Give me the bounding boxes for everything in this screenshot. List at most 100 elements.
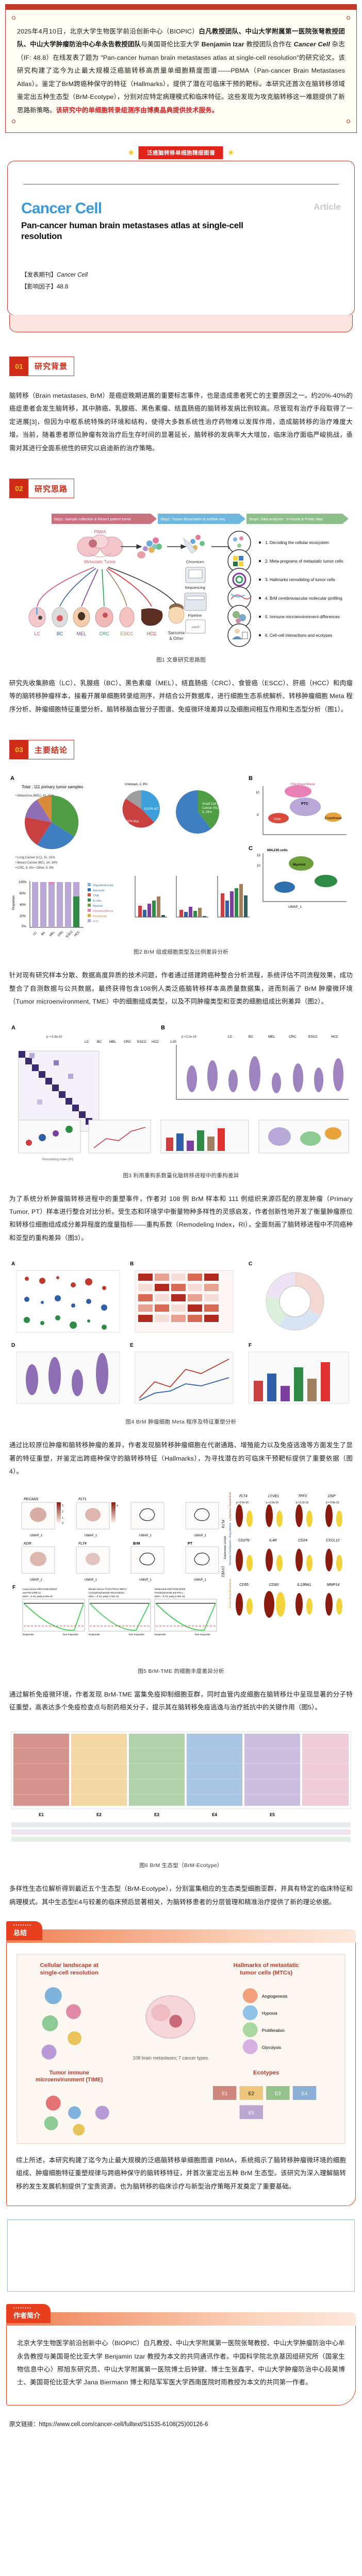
fig2-panel-a: A (10, 775, 14, 782)
fig4-heatmap (135, 1270, 234, 1333)
summary-eco-e5: E5 (249, 2110, 254, 2115)
article-type-label: Article (314, 201, 341, 212)
summary-hm-2: Hypoxia (262, 2011, 277, 2016)
summary-strip (6, 1929, 356, 1943)
fig3-b-crc: CRC (289, 1035, 296, 1039)
article-page: 2025年4月10日，北京大学生物医学前沿创新中心（BIOPIC）白凡教授团队、… (0, 4, 362, 2443)
fig2-ytick-60: 60% (20, 892, 26, 895)
journal-title: Cancer Cell (21, 199, 102, 217)
fig5-v-il4r: IL4R (269, 1539, 277, 1543)
fig2-leg-astro: Astrocyte (93, 889, 105, 892)
fig3-b-mel: MEL (268, 1035, 275, 1039)
fig3-b-lc: LC (228, 1035, 233, 1039)
fig5-v-cd55: CD55 (239, 1583, 249, 1587)
summary-section: •••••••• 总结 Cellular landscape at single… (6, 1921, 356, 2207)
intro-highlight: 该研究中的单细胞转录组测序由博奥晶典提供技术服务。 (56, 106, 219, 114)
summary-hallmarks: Angiogenesis Hypoxia Proliferation Glyco… (242, 1988, 288, 2055)
fig3-violins (176, 1044, 349, 1100)
fig1-analysis-5: 5. Immune microenvironment differences (265, 615, 340, 619)
fig2-sub1-wt: EGFR-WT, 9, 41% (144, 808, 170, 811)
fig2-leg-mtc: MTC (93, 920, 99, 923)
intro-paragraph: 2025年4月10日，北京大学生物医学前沿创新中心（BIOPIC）白凡教授团队、… (17, 25, 345, 117)
fig5-scale-2: 2 (62, 1511, 63, 1514)
fig2-sub2-sclc: Small Cell Lung (202, 803, 224, 806)
fig2-ytick-40: 40% (20, 904, 26, 907)
fig1-type-mel: MEL (77, 631, 87, 636)
fig1-organ-icons (28, 603, 185, 628)
figure-2-canvas: A Total : 111 primary tumor samples • Me… (6, 773, 356, 943)
fig4-panel-f: F (249, 1343, 252, 1348)
fig2-umap-y0: 0 (257, 814, 259, 817)
fig5-gene-lyve1-side: LYVE1 (221, 1566, 224, 1577)
fig2-pie-main (24, 795, 79, 850)
figure-4: A B C (6, 1258, 356, 1426)
intro-seg-5: 教授团队合作在 (244, 41, 294, 48)
fig6-e4: E4 (212, 1812, 217, 1817)
source-link-line[interactable]: 原文链接：https://www.cell.com/cancer-cell/fu… (9, 2420, 353, 2428)
brain-icon (77, 534, 123, 557)
fig3-pval-b: p <2.2e-16 (182, 1036, 197, 1039)
fig5-gsea2-nonresponder: Non-responder (129, 1633, 145, 1636)
figure-1-canvas: Step1. Sample collection & Resect patien… (6, 512, 356, 651)
figure-6: E1 E2 E3 E4 E5 图6 BrM 生态型（BrM-Ecotype） (6, 1727, 356, 1869)
fig2-bar-hcc: HCC (74, 930, 81, 938)
fig3-b-bc: BC (249, 1035, 253, 1039)
fig6-e3: E3 (154, 1812, 159, 1817)
fig3-panel-a: A (11, 1025, 15, 1031)
fig3-a-bc: BC (97, 1040, 102, 1044)
fig2-paragraph: 针对现有研究样本分散、数据高度异质的技术问题，作者通过搭建跨癌种整合分析流程，系… (9, 972, 353, 1006)
fig5-scale2-4: 4 (117, 1504, 118, 1507)
summary-ecotypes: E1 E2 E3 E4 E5 (212, 2086, 317, 2120)
fig2-leg-oligo: Oligodendrocyte (93, 884, 113, 887)
fig5-umap2-x: UMAP_1 (85, 1534, 97, 1537)
fig2-umapc-xlabel: UMAP_1 (288, 905, 302, 909)
fig2-umap-c: 15 10 Myeloid UMAP_1 (257, 853, 347, 909)
authors-paragraph: 北京大学生物医学前沿创新中心（BIOPIC）白凡教授、中山大学附属第一医院张弩教… (17, 2340, 345, 2386)
fig6-bottom-tracks (11, 1822, 351, 1842)
fig1-count-label: count (192, 626, 200, 629)
fig5-v-mmp14: MMP14 (327, 1583, 339, 1587)
fig1-step-banners: Step1. Sample collection & Resect patien… (52, 514, 349, 524)
fig6-ecotype-labels: E1 E2 E3 E4 E5 (39, 1812, 275, 1817)
fig2-bar-escc: ESCC (65, 930, 74, 939)
fig5-gsea3-responder: Responder (155, 1633, 167, 1636)
section-header-background: 01 研究背景 (9, 356, 74, 376)
summary-hm-1: Angiogenesis (262, 1994, 288, 1999)
fig2-ylabel: Proportion (12, 896, 15, 910)
fig2-umapc-myeloid: Myeloid (293, 863, 305, 867)
fig5-umap5-x: UMAP_1 (30, 1579, 43, 1582)
section-header-results: 03 主要结论 (9, 740, 74, 760)
fig4-bottom-panels (16, 1351, 349, 1404)
authors-section: •••••••• 作者简介 北京大学生物医学前沿创新中心（BIOPIC）白凡教授… (6, 2304, 356, 2405)
fig5-umap8-x: UMAP_1 (194, 1579, 207, 1582)
fig4-panel-c: C (249, 1261, 252, 1267)
summary-bl-title-1: Tumor immune (50, 2070, 89, 2076)
figure-2: A Total : 111 primary tumor samples • Me… (6, 773, 356, 956)
fig1-analysis-2: 2. Meta-programs of metastatic tumor cel… (265, 559, 343, 564)
fig5-v-il13ra1: IL13RA1 (297, 1583, 311, 1587)
journal-card: Cancer Cell Article Pan-cancer human bra… (7, 160, 355, 315)
fig5-gene-kdr: KDR (24, 1542, 31, 1546)
chromium-icon (183, 535, 205, 554)
source-link-url[interactable]: https://www.cell.com/cancer-cell/fulltex… (39, 2421, 208, 2428)
fig5-cat-lymphatic: Lymphatic/ Vessel Endothelial Signature (229, 1492, 232, 1521)
fig4-circular-plot (266, 1272, 324, 1331)
fig2-legend-lc: • Lung Cancer (LC), 31, 31% (15, 856, 55, 859)
section-number: 03 (10, 740, 28, 759)
fig5-gsea2-responder: Responder (89, 1633, 101, 1636)
figure-4-caption: 图4 BrM 肿瘤细胞 Meta 程序及特征重塑分析 (125, 1419, 237, 1426)
fig2-leg-tnk: T/NK (93, 894, 100, 897)
fig5-gsea2-nes: NES= -3.12; padj=7.31e-12 (89, 1595, 119, 1598)
fig1-analysis-1: 1. Decoding the cellular ecosystem (265, 540, 329, 545)
fig5-v-dsp: DSP (328, 1495, 336, 1498)
summary-right-title-1: Hallmarks of metastatic (233, 1962, 299, 1969)
fig2-bar-bc: BC (41, 931, 46, 937)
fig5-gene-flt4-side: FLT4 (221, 1520, 224, 1528)
summary-eco-e1: E1 (222, 2091, 227, 2096)
fig2-leg-endo: Endothelial (93, 915, 107, 918)
fig5-cat-drug: Tumor Drug Resistance (229, 1579, 232, 1608)
intro-seg-2: 白凡教授团队、中山大学附属第一医院张弩教授团队、中山大学肿瘤防治中心牟永告教授团… (17, 28, 345, 48)
fig2-stacked-bars: 100% 60% 40% 20% 0% Proportion LC BC MEL… (12, 881, 84, 939)
figure-1: Step1. Sample collection & Resect patien… (6, 512, 356, 664)
fig2-umapc-y15: 15 (257, 854, 260, 857)
